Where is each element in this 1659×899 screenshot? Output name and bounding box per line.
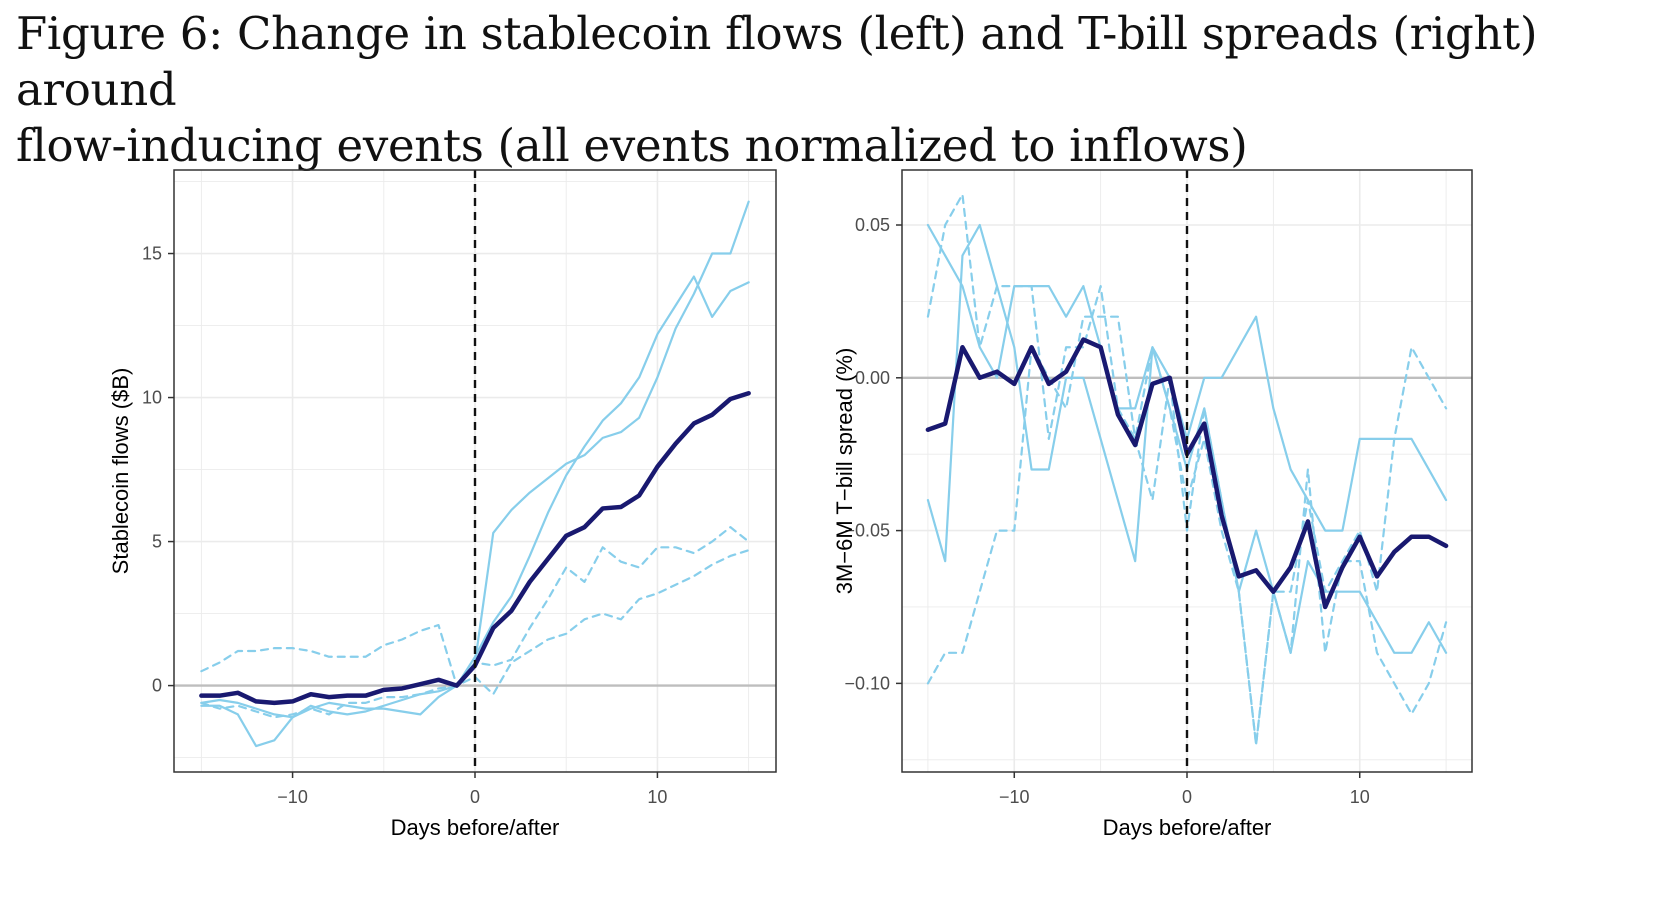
x-tick-label: −10 [277, 787, 308, 807]
x-tick-label: 0 [470, 787, 480, 807]
y-tick-label: 10 [142, 388, 162, 408]
y-axis-title: 3M−6M T−bill spread (%) [832, 348, 857, 595]
x-tick-label: 10 [1350, 787, 1370, 807]
event-2-series-line [200, 275, 750, 719]
x-tick-label: 10 [647, 787, 667, 807]
event-3-series-line [926, 193, 1448, 746]
figure-title-line-2: flow-inducing events (all events normali… [16, 119, 1248, 172]
event-4-series-line [926, 315, 1448, 746]
y-tick-label: 0 [152, 676, 162, 696]
tbill-spread-panel: −10 0 10 −0.10 −0.05 0.00 0.05 Days before/afte… [830, 150, 1659, 894]
y-tick-label: 5 [152, 532, 162, 552]
y-tick-label: −0.05 [844, 521, 890, 541]
figure-title: Figure 6: Change in stablecoin flows (le… [16, 6, 1656, 174]
y-tick-label: 15 [142, 244, 162, 264]
x-tick-label: 0 [1182, 787, 1192, 807]
figure-title-line-1: Figure 6: Change in stablecoin flows (le… [16, 7, 1538, 116]
stablecoin-flows-panel: −10 0 10 0 5 10 15 Days before/after Stablecoin … [0, 150, 830, 894]
series-group [925, 193, 1449, 746]
y-tick-label: 0.05 [855, 215, 890, 235]
y-tick-label: −0.10 [844, 673, 890, 693]
x-axis-title: Days before/after [1103, 815, 1272, 840]
tbill-spread-chart: −10 0 10 −0.10 −0.05 0.00 0.05 Days before/afte… [832, 169, 1473, 840]
x-axis-title: Days before/after [391, 815, 560, 840]
y-axis-title: Stablecoin flows ($B) [108, 368, 133, 575]
y-tick-label: 0.00 [855, 368, 890, 388]
x-tick-label: −10 [999, 787, 1030, 807]
stablecoin-flows-chart: −10 0 10 0 5 10 15 Days before/after Stablecoin … [108, 169, 777, 840]
